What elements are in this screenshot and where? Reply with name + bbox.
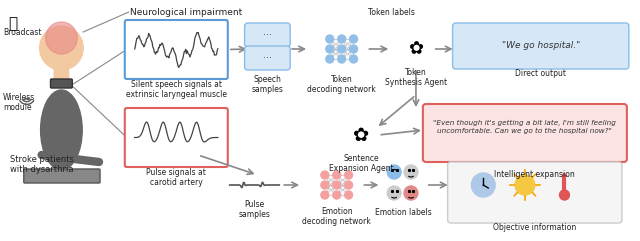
Circle shape: [387, 165, 401, 179]
Text: Pulse
samples: Pulse samples: [239, 200, 271, 219]
Circle shape: [326, 35, 333, 43]
Text: Wireless
module: Wireless module: [3, 93, 35, 112]
FancyBboxPatch shape: [244, 46, 290, 70]
Ellipse shape: [40, 90, 82, 170]
FancyBboxPatch shape: [447, 162, 622, 223]
Circle shape: [326, 45, 333, 53]
Circle shape: [349, 55, 358, 63]
Text: ✿: ✿: [408, 40, 424, 58]
Text: Intelligent expansion: Intelligent expansion: [495, 170, 575, 179]
Circle shape: [45, 22, 77, 54]
FancyBboxPatch shape: [244, 23, 290, 47]
Text: 🎙: 🎙: [8, 16, 17, 31]
FancyBboxPatch shape: [51, 79, 72, 88]
Circle shape: [344, 181, 353, 189]
Circle shape: [321, 171, 329, 179]
Text: ···: ···: [263, 53, 272, 63]
Circle shape: [402, 35, 430, 63]
Text: Emotion
decoding network: Emotion decoding network: [302, 207, 371, 226]
Circle shape: [321, 191, 329, 199]
Text: Broadcast: Broadcast: [3, 28, 42, 37]
Text: Stroke patients
with dysarthria: Stroke patients with dysarthria: [10, 155, 74, 174]
Circle shape: [349, 35, 358, 43]
Circle shape: [387, 186, 401, 200]
Circle shape: [344, 191, 353, 199]
Circle shape: [333, 191, 340, 199]
Text: Emotion labels: Emotion labels: [374, 208, 431, 217]
FancyBboxPatch shape: [24, 169, 100, 183]
FancyBboxPatch shape: [423, 104, 627, 162]
FancyBboxPatch shape: [452, 23, 629, 69]
Circle shape: [338, 35, 346, 43]
Text: Objective information: Objective information: [493, 223, 577, 232]
Circle shape: [333, 171, 340, 179]
Circle shape: [338, 45, 346, 53]
Circle shape: [333, 181, 340, 189]
Circle shape: [326, 55, 333, 63]
FancyBboxPatch shape: [125, 20, 228, 79]
Text: Sentence
Expansion Agent: Sentence Expansion Agent: [329, 154, 394, 174]
Circle shape: [338, 55, 346, 63]
Circle shape: [40, 26, 83, 70]
Text: "We go hospital.": "We go hospital.": [502, 41, 580, 51]
FancyBboxPatch shape: [54, 66, 69, 88]
Circle shape: [346, 119, 378, 151]
Circle shape: [404, 186, 418, 200]
Circle shape: [344, 171, 353, 179]
Text: ···: ···: [263, 30, 272, 40]
FancyBboxPatch shape: [125, 108, 228, 167]
Text: Token
decoding network: Token decoding network: [307, 75, 376, 94]
Text: "Even though it's getting a bit late, I'm still feeling
uncomfortable. Can we go: "Even though it's getting a bit late, I'…: [433, 120, 616, 134]
Text: Pulse signals at
carotid artery: Pulse signals at carotid artery: [147, 168, 206, 187]
Circle shape: [472, 173, 495, 197]
Circle shape: [404, 165, 418, 179]
Text: Token
Synthesis Agent: Token Synthesis Agent: [385, 68, 447, 87]
Text: Token labels: Token labels: [368, 8, 415, 17]
Text: Direct output: Direct output: [515, 69, 566, 78]
Text: ✿: ✿: [353, 126, 370, 145]
Circle shape: [559, 190, 570, 200]
Text: Speech
samples: Speech samples: [252, 75, 284, 94]
Circle shape: [349, 45, 358, 53]
Text: Silent speech signals at
extrinsic laryngeal muscle: Silent speech signals at extrinsic laryn…: [126, 80, 227, 99]
Circle shape: [321, 181, 329, 189]
Circle shape: [515, 175, 535, 195]
Text: Neurological impairment: Neurological impairment: [130, 8, 242, 17]
